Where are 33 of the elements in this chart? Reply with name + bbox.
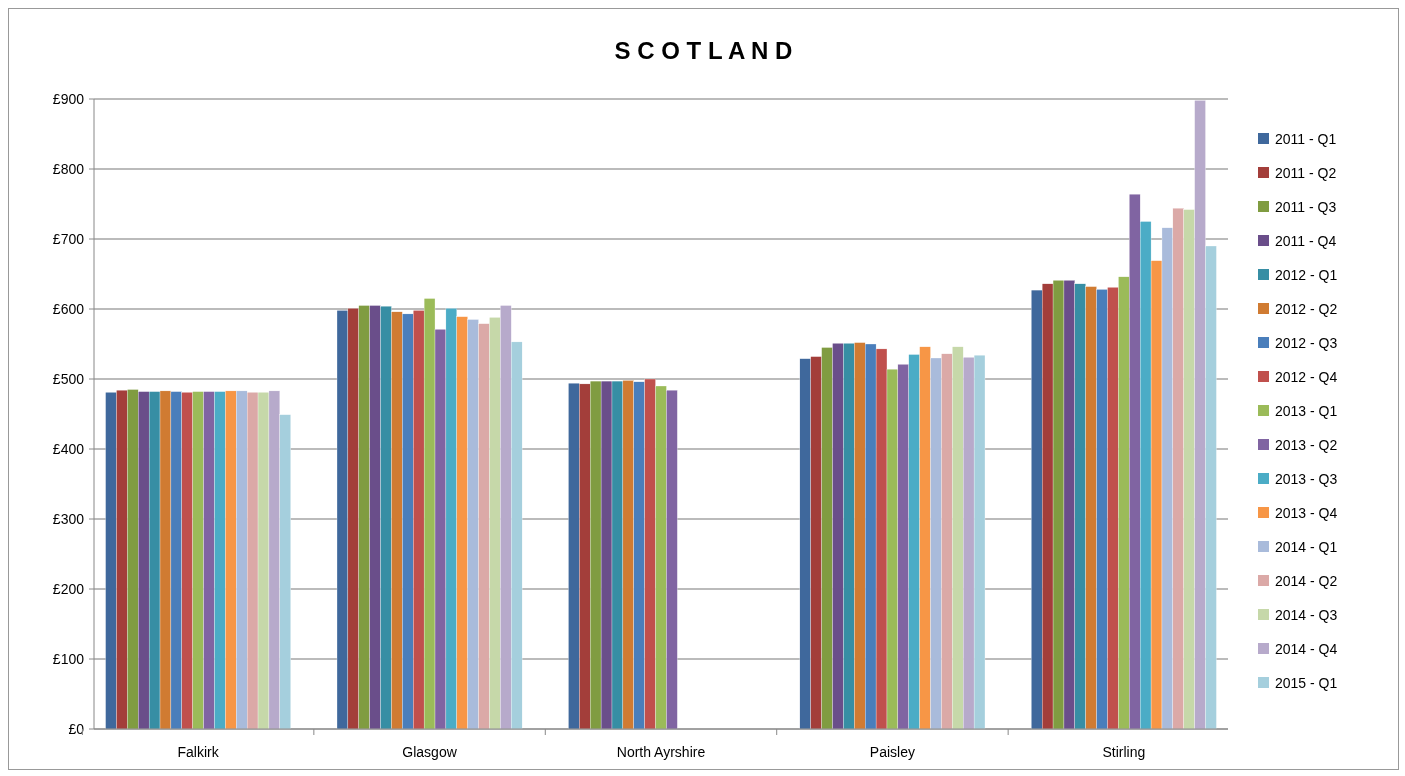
legend-label: 2014 - Q3 [1275,606,1338,623]
legend-label: 2014 - Q4 [1275,640,1338,657]
x-tick-label: Glasgow [402,744,458,760]
y-tick-label: £800 [52,160,85,177]
x-tick-label: Falkirk [177,744,220,760]
y-tick-label: £600 [52,300,85,317]
y-tick-label: £300 [52,510,85,527]
y-tick-label: £500 [52,370,85,387]
y-tick-label: £700 [52,230,85,247]
x-tick-label: Paisley [869,744,915,760]
legend-label: 2011 - Q3 [1275,198,1337,215]
legend-label: 2011 - Q1 [1275,130,1337,147]
y-tick-label: £0 [68,720,85,737]
legend-label: 2013 - Q2 [1275,436,1338,453]
legend-label: 2013 - Q4 [1275,504,1338,521]
legend-label: 2014 - Q2 [1275,572,1338,589]
x-tick-label: North Ayrshire [616,744,706,760]
x-tick-label: Stirling [1102,744,1146,760]
y-tick-label: £100 [52,650,85,667]
y-tick-label: £400 [52,440,85,457]
legend-label: 2013 - Q1 [1275,402,1338,419]
legend-label: 2012 - Q3 [1275,334,1338,351]
legend-label: 2012 - Q4 [1275,368,1338,385]
legend-label: 2011 - Q4 [1275,232,1337,249]
y-tick-label: £900 [52,90,85,107]
legend-label: 2014 - Q1 [1275,538,1338,555]
legend-label: 2012 - Q1 [1275,266,1338,283]
y-tick-label: £200 [52,580,85,597]
legend-label: 2013 - Q3 [1275,470,1338,487]
legend-label: 2011 - Q2 [1275,164,1337,181]
legend-label: 2012 - Q2 [1275,300,1338,317]
chart-title: S C O T L A N D [614,37,793,64]
legend-label: 2015 - Q1 [1275,674,1338,691]
